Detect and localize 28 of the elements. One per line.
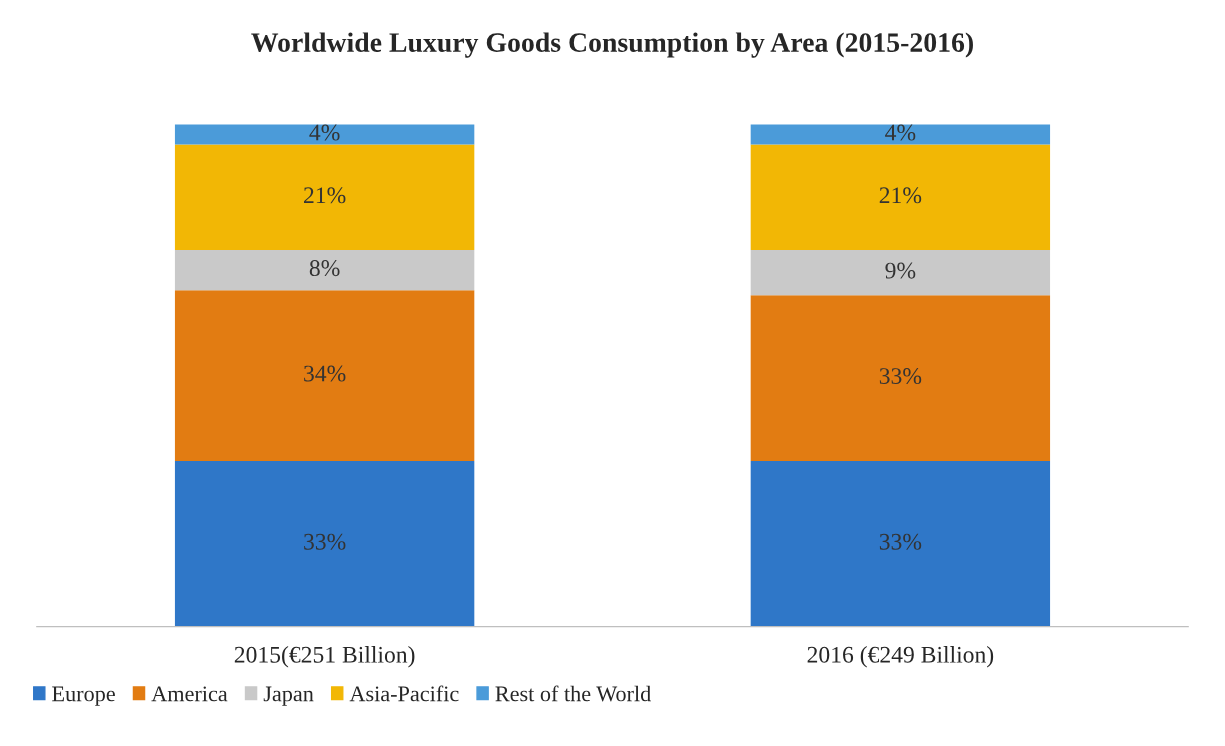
bar: [750, 124, 1051, 145]
bar: [174, 250, 475, 291]
data-label: 9%: [885, 262, 916, 279]
data-label: 4%: [309, 124, 340, 141]
bar: [750, 460, 1051, 627]
bar: [750, 144, 1051, 251]
bar: [174, 144, 475, 251]
x-tick-label: 2016 (€249 Billion): [807, 646, 994, 668]
data-label: 33%: [879, 368, 922, 385]
legend-label: America: [151, 686, 228, 702]
legend-label: Asia-Pacific: [349, 685, 459, 702]
data-label: 21%: [304, 187, 346, 204]
bar: [750, 295, 1051, 461]
bar: [174, 460, 475, 627]
chart-title: Worldwide Luxury Goods Consumption by Area (2015-2016): [251, 32, 973, 58]
legend-label: Europe: [52, 686, 115, 706]
data-label: 8%: [309, 260, 340, 277]
data-label: 4%: [885, 124, 916, 141]
bar: [174, 290, 475, 461]
bar: [750, 250, 1051, 296]
bar: [174, 124, 475, 145]
x-tick-label: 2015(€251 Billion): [234, 646, 415, 668]
data-label: 33%: [879, 533, 922, 550]
legend-label: Rest of the World: [495, 685, 651, 702]
legend-label: Japan: [263, 686, 314, 706]
data-label: 34%: [304, 365, 346, 382]
data-label: 33%: [304, 533, 346, 550]
data-label: 21%: [879, 187, 922, 204]
